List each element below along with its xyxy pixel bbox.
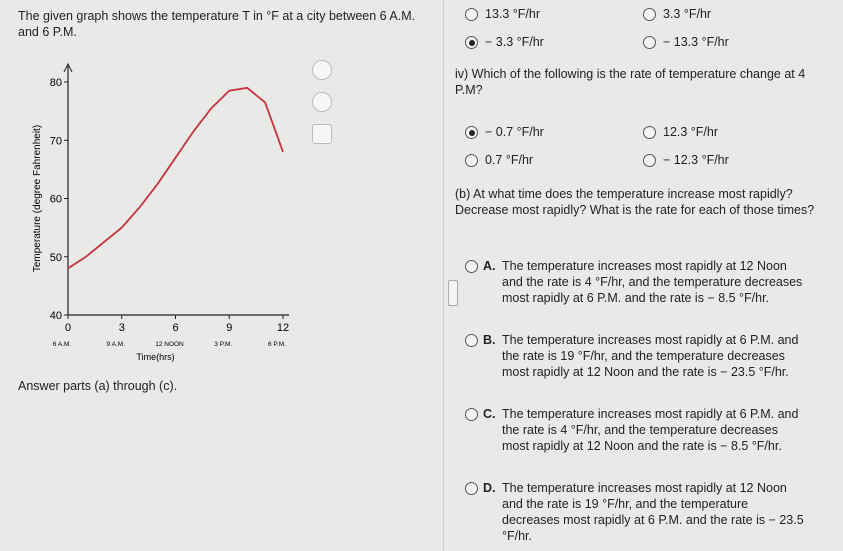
radio-button[interactable]: [465, 36, 478, 49]
y-axis-label: Temperature (degree Fahrenheit): [32, 125, 43, 272]
popout-icon[interactable]: [312, 124, 332, 144]
choice-letter: D.: [483, 481, 496, 495]
option-label[interactable]: 12.3 °F/hr: [663, 125, 719, 139]
x-time-label: 9 A.M.: [107, 341, 126, 348]
y-tick-label: 80: [50, 77, 62, 89]
option-label[interactable]: 3.3 °F/hr: [663, 7, 712, 21]
radio-button[interactable]: [643, 126, 656, 139]
x-tick-label: 0: [65, 322, 71, 334]
x-axis-label: Time(hrs): [136, 352, 174, 362]
option-label[interactable]: − 12.3 °F/hr: [663, 153, 729, 167]
x-tick-label: 12: [277, 322, 289, 334]
divider-handle[interactable]: [448, 280, 458, 306]
question-prompt: (b) At what time does the temperature in…: [455, 187, 815, 217]
choice-letter: B.: [483, 333, 496, 347]
radio-button[interactable]: [465, 154, 478, 167]
radio-button[interactable]: [465, 126, 478, 139]
x-tick-label: 9: [226, 322, 232, 334]
option-label[interactable]: − 13.3 °F/hr: [663, 35, 729, 49]
x-time-label: 3 P.M.: [214, 341, 232, 348]
y-tick-label: 70: [50, 135, 62, 147]
answer-parts: Answer parts (a) through (c).: [18, 379, 178, 393]
radio-button[interactable]: [465, 334, 478, 347]
radio-button[interactable]: [465, 408, 478, 421]
temperature-curve: [67, 86, 284, 270]
question-prompt: iv) Which of the following is the rate o…: [455, 67, 806, 97]
option-label[interactable]: 0.7 °F/hr: [485, 153, 534, 167]
intro: The given graph shows the temperature T …: [18, 9, 416, 39]
zoom-out-icon[interactable]: [312, 92, 332, 112]
radio-button[interactable]: [643, 8, 656, 21]
radio-button[interactable]: [643, 36, 656, 49]
y-tick-label: 60: [50, 194, 62, 206]
radio-button[interactable]: [465, 8, 478, 21]
x-time-label: 6 A.M.: [53, 341, 72, 348]
option-label[interactable]: − 3.3 °F/hr: [485, 35, 544, 49]
divider: [443, 0, 444, 551]
choice-text[interactable]: The temperature increases most rapidly a…: [502, 407, 799, 453]
y-tick-label: 50: [50, 252, 62, 264]
choice-letter: A.: [483, 259, 496, 273]
radio-button[interactable]: [465, 482, 478, 495]
radio-button[interactable]: [643, 154, 656, 167]
y-arrow: [63, 62, 73, 73]
choice-text[interactable]: The temperature increases most rapidly a…: [502, 259, 803, 305]
option-label[interactable]: 13.3 °F/hr: [485, 7, 541, 21]
choice-text[interactable]: The temperature increases most rapidly a…: [502, 481, 804, 543]
x-tick-label: 6: [172, 322, 178, 334]
choice-text[interactable]: The temperature increases most rapidly a…: [502, 333, 799, 379]
radio-button[interactable]: [465, 260, 478, 273]
x-time-label: 12 NOON: [155, 341, 184, 348]
x-time-label: 6 P.M.: [268, 341, 286, 348]
option-label[interactable]: − 0.7 °F/hr: [485, 125, 544, 139]
choice-letter: C.: [483, 407, 496, 421]
y-tick-label: 40: [50, 310, 62, 322]
zoom-in-icon[interactable]: [312, 60, 332, 80]
x-tick-label: 3: [119, 322, 125, 334]
graph: 40 50 60 70 80 0 6 A.M. 3 9 A.M. 6 12 NOON 9 3 P.M. 1…: [32, 62, 289, 362]
